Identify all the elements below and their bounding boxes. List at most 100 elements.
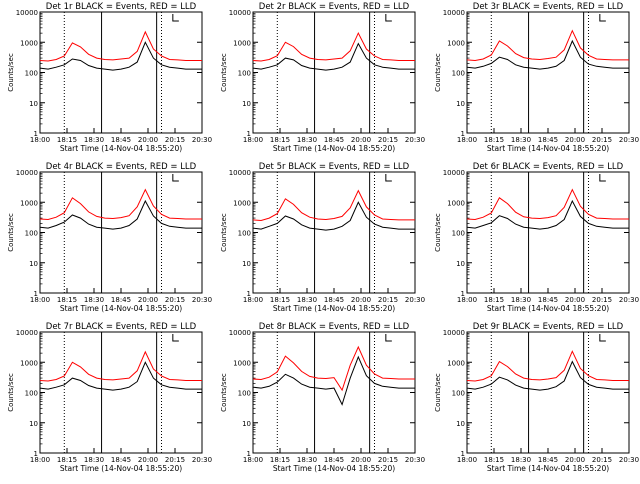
x-tick-label: 18:30 [84,296,104,304]
y-axis-label: Counts/sec [7,213,15,252]
events-series-line [466,360,629,391]
x-tick-label: 18:00 [457,136,477,144]
x-tick-label: 20:15 [378,136,398,144]
y-tick-label: 100 [25,390,38,398]
x-tick-label: 18:15 [484,296,504,304]
events-series-line [466,39,629,70]
y-tick-label: 1000 [447,39,465,47]
flag-marker [599,334,606,342]
y-tick-label: 100 [25,230,38,238]
y-tick-label: 100 [238,70,251,78]
y-axis-label: Counts/sec [7,53,15,92]
x-tick-label: 20:15 [592,136,612,144]
y-tick-label: 10 [456,100,465,108]
x-tick-label: 20:00 [351,456,371,464]
y-tick-label: 10 [242,100,251,108]
x-axis-label: Start Time (14-Nov-04 18:55:20) [487,304,609,313]
y-tick-label: 10 [29,260,38,268]
x-tick-label: 20:00 [138,296,158,304]
lld-series-line [252,345,415,392]
y-tick-label: 1 [34,130,38,138]
x-tick-label: 18:00 [243,296,263,304]
y-tick-label: 10000 [16,9,38,17]
y-axis-label: Counts/sec [434,373,442,412]
x-tick-label: 18:15 [57,136,77,144]
x-tick-label: 20:15 [378,456,398,464]
y-tick-label: 10000 [229,329,251,337]
x-tick-label: 20:30 [619,296,639,304]
x-axis-label: Start Time (14-Nov-04 18:55:20) [273,464,395,473]
x-tick-label: 18:00 [457,296,477,304]
y-tick-label: 10000 [16,329,38,337]
x-tick-label: 20:15 [165,456,185,464]
y-tick-label: 10000 [229,169,251,177]
x-axis-label: Start Time (14-Nov-04 18:55:20) [273,144,395,153]
events-series-line [39,361,202,391]
panel-title: Det 3r BLACK = Events, RED = LLD [473,2,624,12]
x-tick-label: 18:00 [30,296,50,304]
flag-marker [172,174,179,182]
panel-title: Det 5r BLACK = Events, RED = LLD [259,162,410,172]
x-tick-label: 20:15 [165,136,185,144]
x-axis-label: Start Time (14-Nov-04 18:55:20) [273,304,395,313]
x-tick-label: 18:30 [84,136,104,144]
x-tick-label: 18:45 [111,136,131,144]
x-tick-label: 20:15 [378,296,398,304]
flag-marker [385,14,392,22]
y-tick-label: 10000 [443,169,465,177]
x-tick-label: 20:30 [192,136,212,144]
x-tick-label: 20:15 [592,456,612,464]
x-tick-label: 18:45 [324,456,344,464]
x-tick-label: 20:30 [405,456,425,464]
y-tick-label: 1000 [447,359,465,367]
panel-title: Det 6r BLACK = Events, RED = LLD [473,162,624,172]
x-tick-label: 20:15 [165,296,185,304]
flag-marker [385,174,392,182]
lld-series-line [39,30,202,62]
x-tick-label: 20:00 [351,296,371,304]
x-axis-label: Start Time (14-Nov-04 18:55:20) [60,464,182,473]
x-tick-label: 18:30 [511,296,531,304]
x-tick-label: 18:30 [297,136,317,144]
y-tick-label: 10000 [443,329,465,337]
x-tick-label: 18:00 [243,456,263,464]
events-series-line [39,199,202,230]
lld-series-line [39,188,202,221]
y-tick-label: 100 [452,70,465,78]
y-tick-label: 1 [34,290,38,298]
x-tick-label: 18:30 [511,456,531,464]
y-tick-label: 10000 [16,169,38,177]
x-axis-label: Start Time (14-Nov-04 18:55:20) [487,464,609,473]
y-tick-label: 1 [247,450,251,458]
flag-marker [172,14,179,22]
y-axis-label: Counts/sec [220,213,228,252]
y-tick-label: 10 [29,100,38,108]
flag-marker [599,14,606,22]
x-tick-label: 18:00 [30,136,50,144]
x-tick-label: 18:45 [324,136,344,144]
panel-title: Det 7r BLACK = Events, RED = LLD [46,322,197,332]
y-tick-label: 100 [25,70,38,78]
x-tick-label: 20:00 [138,456,158,464]
y-tick-label: 10 [456,420,465,428]
events-series-line [252,355,415,406]
y-tick-label: 1000 [233,199,251,207]
x-tick-label: 18:15 [484,456,504,464]
y-tick-label: 1000 [233,39,251,47]
panel-title: Det 2r BLACK = Events, RED = LLD [259,2,410,12]
x-tick-label: 18:15 [484,136,504,144]
y-axis-label: Counts/sec [7,373,15,412]
x-tick-label: 18:45 [324,296,344,304]
lld-series-line [466,29,629,62]
x-tick-label: 18:15 [270,296,290,304]
x-tick-label: 20:30 [405,296,425,304]
y-tick-label: 1000 [447,199,465,207]
x-tick-label: 20:30 [192,456,212,464]
x-tick-label: 18:15 [270,136,290,144]
events-series-line [39,41,202,71]
x-tick-label: 18:00 [457,456,477,464]
x-tick-label: 18:45 [538,456,558,464]
x-axis-label: Start Time (14-Nov-04 18:55:20) [60,144,182,153]
lld-series-line [252,189,415,222]
